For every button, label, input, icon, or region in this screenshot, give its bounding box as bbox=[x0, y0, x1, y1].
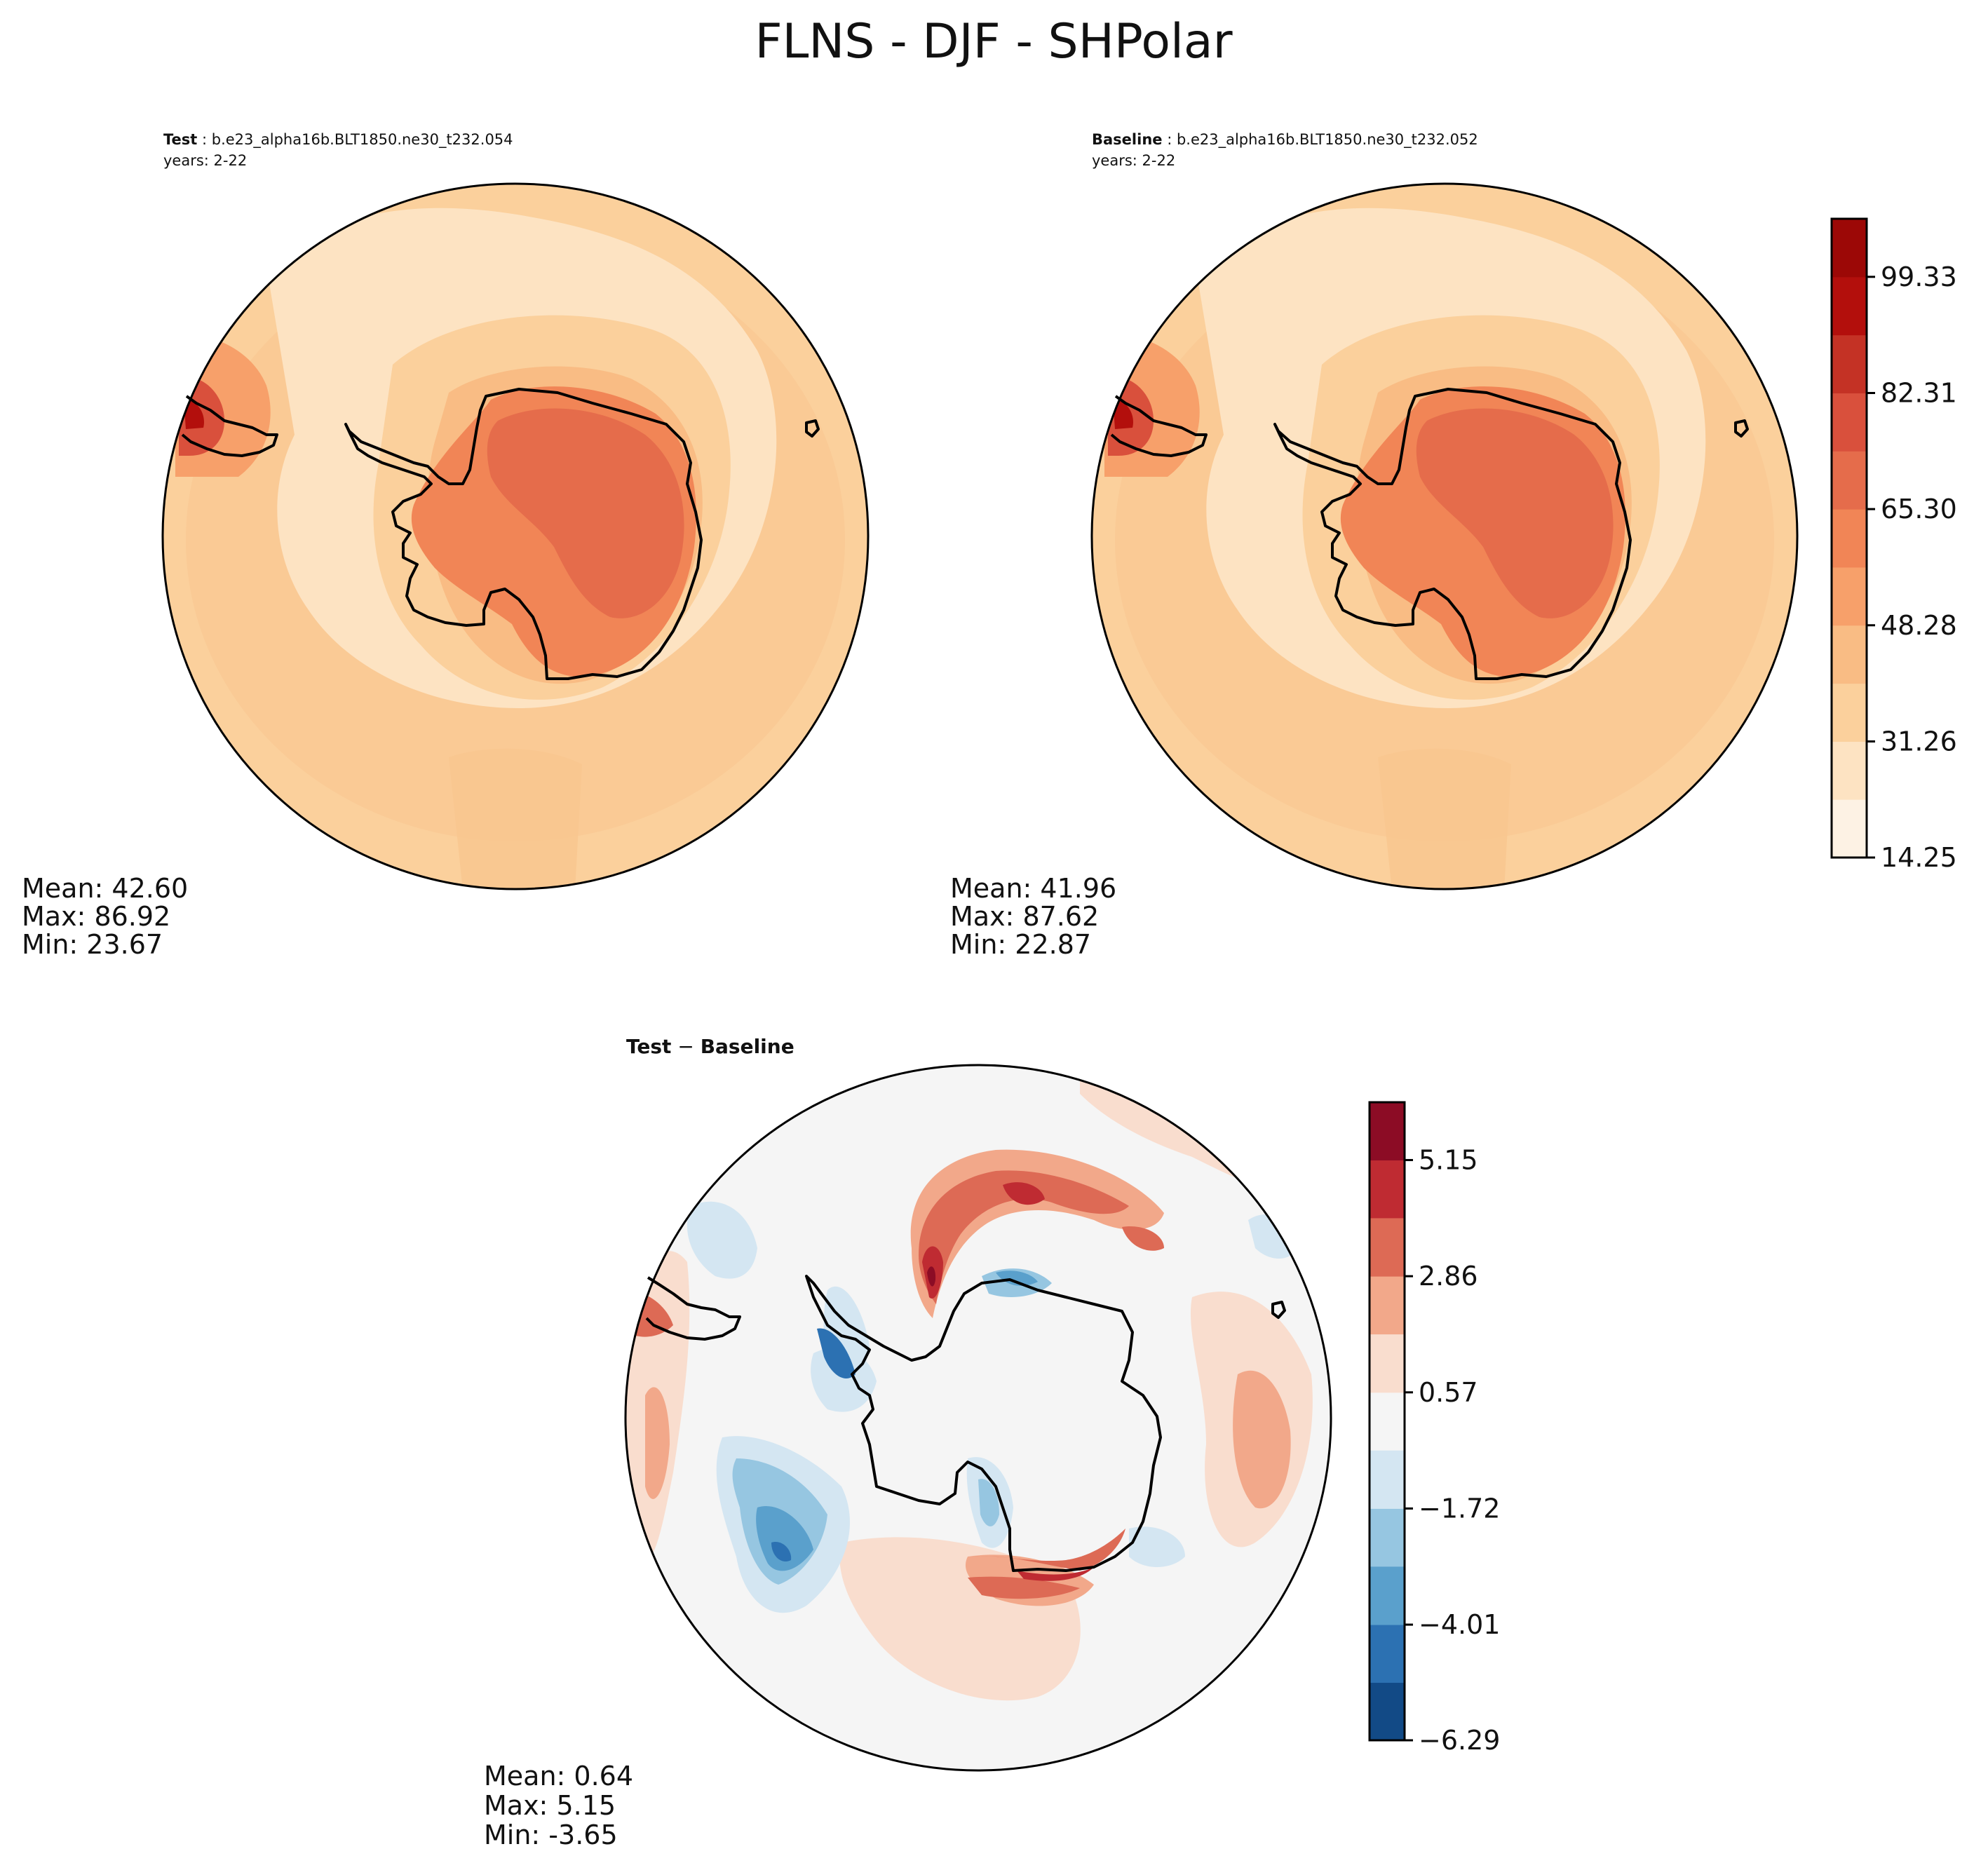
difference-title: Test − Baseline bbox=[626, 1035, 794, 1058]
baseline-max: Max: 87.62 bbox=[950, 901, 1099, 932]
test-header: Test : b.e23_alpha16b.BLT1850.ne30_t232.… bbox=[163, 131, 513, 149]
test-max: Max: 86.92 bbox=[22, 901, 170, 932]
difference-title-test: Test bbox=[626, 1035, 671, 1058]
difference-colorbar-band bbox=[1370, 1276, 1405, 1335]
baseline-colorbar-band bbox=[1832, 451, 1867, 510]
baseline-south-america-coastline bbox=[1110, 395, 1208, 457]
baseline-colorbar-band bbox=[1832, 276, 1867, 336]
baseline-colorbar-band bbox=[1832, 567, 1867, 626]
baseline-map-boundary bbox=[1090, 182, 1799, 890]
baseline-colorbar-tick-label: 82.31 bbox=[1881, 378, 1957, 409]
baseline-colorbar: 14.25 31.26 48.28 65.30 82.31 99.33 bbox=[1830, 217, 1957, 873]
baseline-colorbar-band bbox=[1832, 799, 1867, 858]
baseline-colorbar-band bbox=[1832, 393, 1867, 452]
test-case-name: : b.e23_alpha16b.BLT1850.ne30_t232.054 bbox=[197, 131, 513, 149]
test-mean: Mean: 42.60 bbox=[22, 873, 188, 904]
baseline-years: years: 2-22 bbox=[1092, 152, 1175, 169]
difference-map-boundary bbox=[624, 1064, 1332, 1772]
test-antarctica-coastline bbox=[344, 388, 703, 680]
difference-colorbar-tick-label: 0.57 bbox=[1419, 1377, 1478, 1408]
difference-colorbar-tick-label: −4.01 bbox=[1419, 1609, 1500, 1640]
difference-title-baseline: Baseline bbox=[701, 1035, 794, 1058]
figure-title: FLNS - DJF - SHPolar bbox=[755, 14, 1232, 69]
difference-max: Max: 5.15 bbox=[484, 1790, 616, 1821]
baseline-colorbar-band bbox=[1832, 334, 1867, 394]
test-panel: Test : b.e23_alpha16b.BLT1850.ne30_t232.… bbox=[22, 131, 870, 960]
difference-colorbar-band bbox=[1370, 1160, 1405, 1219]
baseline-colorbar-band bbox=[1832, 509, 1867, 568]
baseline-island-coastline bbox=[1734, 419, 1749, 438]
baseline-colorbar-tick-label: 65.30 bbox=[1881, 494, 1957, 524]
baseline-colorbar-band bbox=[1832, 683, 1867, 742]
difference-island-coastline bbox=[1271, 1301, 1286, 1319]
difference-map-fill bbox=[626, 1065, 1331, 1770]
difference-min: Min: -3.65 bbox=[484, 1820, 618, 1850]
difference-panel: Test − Baseline bbox=[484, 1035, 1332, 1850]
baseline-case-name: : b.e23_alpha16b.BLT1850.ne30_t232.052 bbox=[1163, 131, 1478, 149]
difference-colorbar: −6.29 −4.01 −1.72 0.57 2.86 5.15 bbox=[1368, 1101, 1500, 1756]
difference-colorbar-band bbox=[1370, 1566, 1405, 1625]
difference-title-operator: − bbox=[671, 1035, 700, 1058]
baseline-map-fill bbox=[1092, 184, 1797, 889]
difference-colorbar-band bbox=[1370, 1508, 1405, 1567]
baseline-panel: Baseline : b.e23_alpha16b.BLT1850.ne30_t… bbox=[950, 131, 1799, 960]
baseline-colorbar-tick-label: 31.26 bbox=[1881, 726, 1957, 757]
difference-antarctica-coastline bbox=[805, 1275, 1162, 1572]
baseline-colorbar-tick-label: 99.33 bbox=[1881, 262, 1957, 292]
test-map-boundary bbox=[161, 182, 870, 890]
baseline-colorbar-band bbox=[1832, 741, 1867, 800]
test-years: years: 2-22 bbox=[163, 152, 247, 169]
baseline-min: Min: 22.87 bbox=[950, 929, 1091, 960]
baseline-colorbar-band bbox=[1832, 625, 1867, 684]
difference-colorbar-band bbox=[1370, 1682, 1405, 1741]
baseline-antarctica-coastline bbox=[1273, 388, 1632, 680]
test-island-coastline bbox=[805, 419, 820, 438]
test-map-fill bbox=[163, 184, 868, 889]
baseline-colorbar-tick-label: 14.25 bbox=[1881, 842, 1957, 873]
baseline-header: Baseline : b.e23_alpha16b.BLT1850.ne30_t… bbox=[1092, 131, 1478, 149]
baseline-colorbar-frame bbox=[1830, 217, 1868, 859]
difference-colorbar-band bbox=[1370, 1334, 1405, 1393]
difference-colorbar-band bbox=[1370, 1625, 1405, 1683]
difference-colorbar-frame bbox=[1368, 1101, 1406, 1742]
difference-colorbar-tick-label: 2.86 bbox=[1419, 1261, 1478, 1292]
difference-colorbar-band bbox=[1370, 1217, 1405, 1277]
difference-colorbar-band bbox=[1370, 1450, 1405, 1509]
difference-south-america-coastline bbox=[645, 1276, 741, 1341]
test-label: Test bbox=[163, 131, 197, 148]
difference-colorbar-band bbox=[1370, 1102, 1405, 1160]
difference-colorbar-tick-label: −1.72 bbox=[1419, 1493, 1500, 1524]
baseline-mean: Mean: 41.96 bbox=[950, 873, 1116, 904]
difference-colorbar-tick-label: 5.15 bbox=[1419, 1144, 1478, 1175]
baseline-colorbar-tick-label: 48.28 bbox=[1881, 610, 1957, 641]
test-min: Min: 23.67 bbox=[22, 929, 163, 960]
test-south-america-coastline bbox=[181, 395, 278, 457]
difference-colorbar-band bbox=[1370, 1392, 1405, 1451]
baseline-colorbar-band bbox=[1832, 219, 1867, 278]
difference-colorbar-tick-label: −6.29 bbox=[1419, 1725, 1500, 1756]
baseline-label: Baseline bbox=[1092, 131, 1163, 148]
difference-mean: Mean: 0.64 bbox=[484, 1761, 633, 1791]
